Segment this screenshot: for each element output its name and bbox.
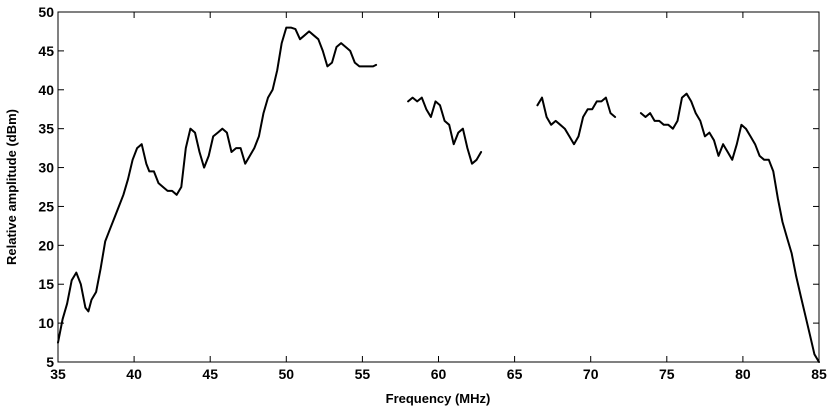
x-tick-label: 55 bbox=[355, 366, 371, 382]
y-tick-label: 45 bbox=[38, 43, 54, 59]
x-tick-label: 45 bbox=[202, 366, 218, 382]
y-axis-ticks: 5 10 15 20 25 30 35 40 45 50 bbox=[38, 4, 819, 370]
x-axis-title: Frequency (MHz) bbox=[386, 391, 491, 406]
y-tick-label: 40 bbox=[38, 82, 54, 98]
x-tick-label: 80 bbox=[735, 366, 751, 382]
x-axis-ticks: 35 40 45 50 55 60 65 70 75 80 85 bbox=[50, 12, 827, 382]
y-tick-label: 5 bbox=[46, 354, 54, 370]
x-tick-label: 75 bbox=[659, 366, 675, 382]
y-tick-label: 20 bbox=[38, 237, 54, 253]
x-tick-label: 60 bbox=[431, 366, 447, 382]
x-tick-label: 50 bbox=[279, 366, 295, 382]
y-tick-label: 25 bbox=[38, 198, 54, 214]
y-tick-label: 15 bbox=[38, 276, 54, 292]
series-line-segment-3 bbox=[536, 96, 617, 146]
x-tick-label: 85 bbox=[811, 366, 827, 382]
y-tick-label: 35 bbox=[38, 121, 54, 137]
x-tick-label: 65 bbox=[507, 366, 523, 382]
y-tick-label: 10 bbox=[38, 315, 54, 331]
series-group bbox=[57, 26, 820, 363]
x-tick-label: 40 bbox=[126, 366, 142, 382]
series-line-segment-1 bbox=[57, 26, 378, 344]
x-tick-label: 35 bbox=[50, 366, 66, 382]
plot-frame bbox=[57, 11, 820, 363]
series-line-segment-4 bbox=[639, 92, 820, 363]
series-line-segment-2 bbox=[407, 96, 483, 165]
y-axis-title: Relative amplitude (dBm) bbox=[4, 109, 19, 265]
x-tick-label: 70 bbox=[583, 366, 599, 382]
y-tick-label: 50 bbox=[38, 4, 54, 20]
y-tick-label: 30 bbox=[38, 160, 54, 176]
